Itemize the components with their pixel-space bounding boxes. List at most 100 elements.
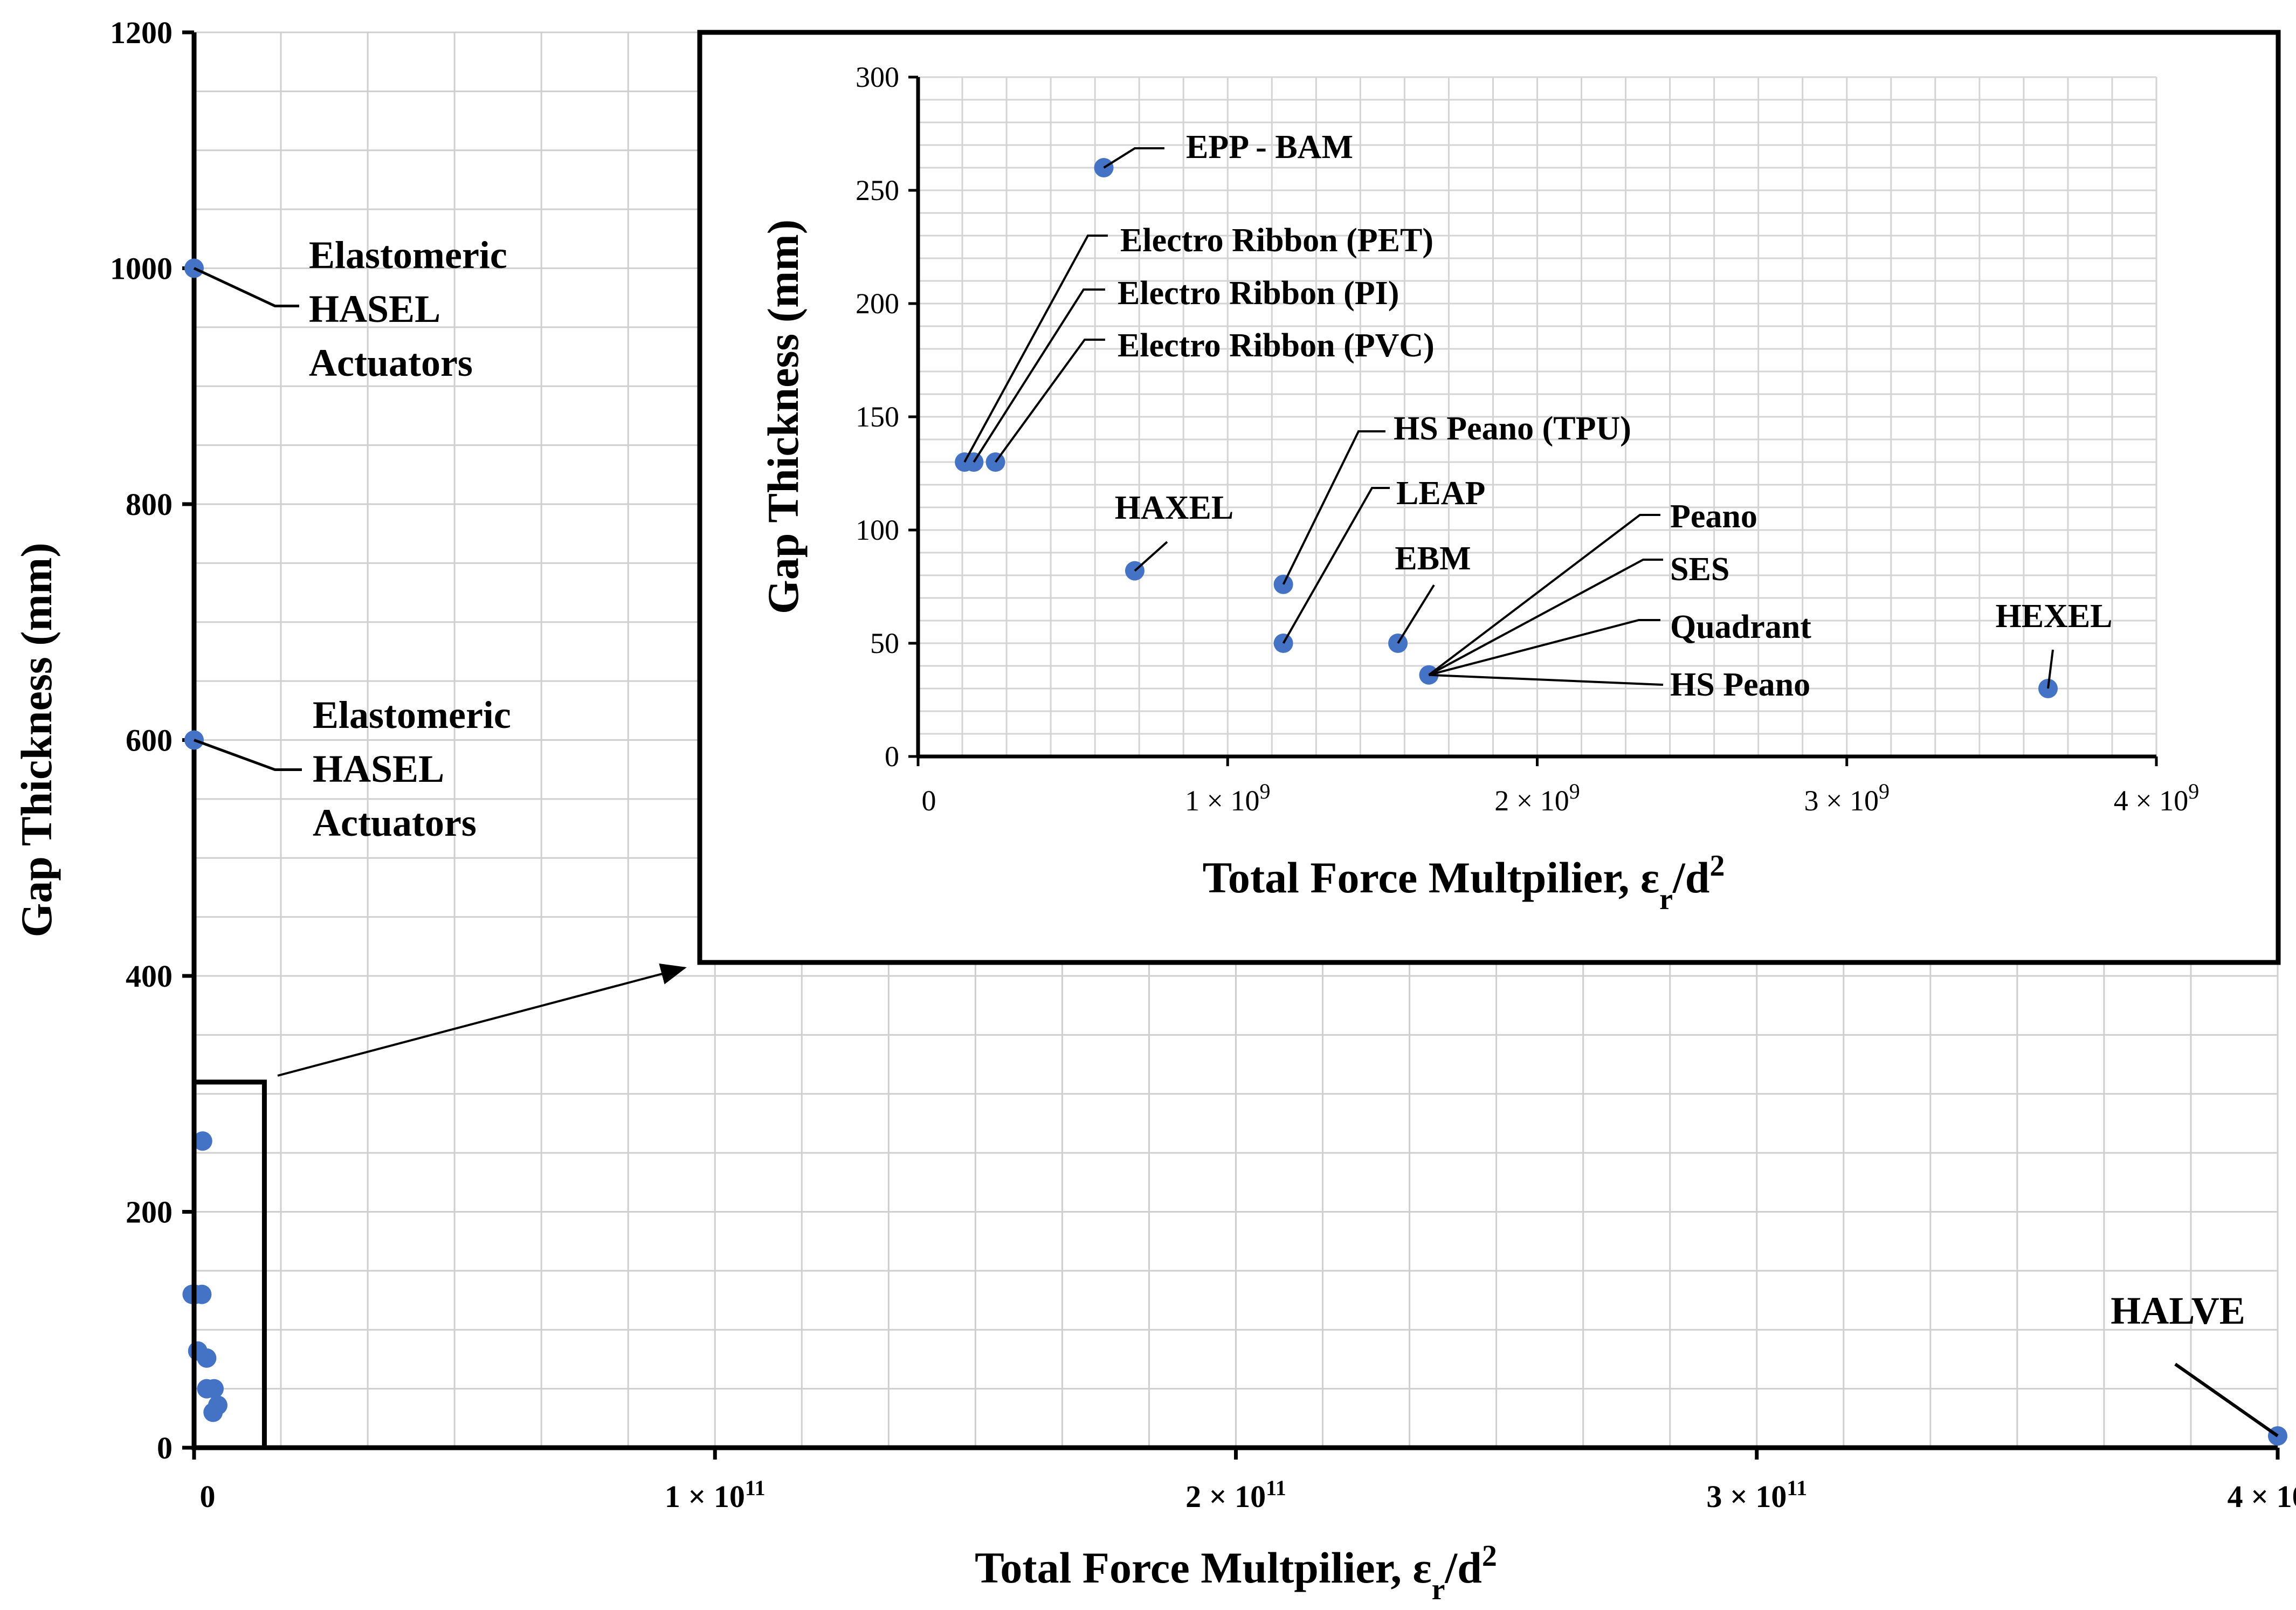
main-x-tick-label-exponent: 11 — [745, 1476, 766, 1500]
main-data-point — [192, 1284, 212, 1304]
inset-annotation-label: Electro Ribbon (PVC) — [1118, 327, 1435, 364]
inset-annotation-leader — [1282, 430, 1385, 585]
main-y-tick-label: 1000 — [110, 251, 173, 286]
zoom-arrow — [277, 963, 687, 1077]
annotation-leader-line — [2174, 1363, 2279, 1437]
inset-annotation-label: Peano — [1670, 498, 1757, 535]
inset-x-tick-label-mantissa: 1 × 10 — [1185, 785, 1259, 817]
inset-annotation-leader — [1429, 619, 1660, 676]
inset-x-tick-label: 4 × 109 — [2114, 779, 2199, 817]
main-x-tick-label-exponent: 11 — [1787, 1476, 1807, 1500]
main-x-tick-label-mantissa: 0 — [200, 1479, 216, 1514]
main-x-axis-title-sup: 2 — [1482, 1539, 1497, 1573]
inset-y-tick-label: 150 — [856, 401, 899, 433]
annotation-label-line: Actuators — [309, 341, 473, 384]
main-data-point — [192, 1131, 212, 1151]
annotation-label-line: HASEL — [309, 287, 440, 331]
main-data-point — [204, 1379, 224, 1399]
main-x-axis-title-main: Total Force Multpilier, ε — [975, 1543, 1431, 1592]
main-x-tick-label: 3 × 1011 — [1706, 1476, 1807, 1515]
inset-gridlines — [918, 76, 2157, 756]
inset-x-axis-title: Total Force Multpilier, εr/d2 — [1203, 849, 1725, 916]
annotation-label-line: Elastomeric — [313, 693, 511, 737]
main-x-tick-label-mantissa: 3 × 10 — [1706, 1479, 1787, 1514]
inset-annotation-label: Electro Ribbon (PET) — [1120, 222, 1433, 259]
inset-x-axis-title-mid: /d — [1672, 853, 1709, 902]
annotation-leader-line — [193, 267, 299, 307]
main-y-tick-label: 0 — [157, 1430, 173, 1465]
inset-annotation-leader — [973, 288, 1105, 463]
main-x-tick-label-mantissa: 1 × 10 — [665, 1479, 745, 1514]
main-x-axis-title-sub: r — [1432, 1573, 1445, 1606]
annotation-label: Elastomeric HASEL Actuators — [313, 693, 511, 844]
inset-annotation-leader — [1428, 514, 1660, 676]
main-x-tick-label: 4 × 1011 — [2228, 1476, 2296, 1515]
inset-y-tick-label: 300 — [856, 61, 899, 93]
main-x-tick-label: 1 × 1011 — [665, 1476, 766, 1515]
inset-x-tick-label-mantissa: 3 × 10 — [1804, 785, 1879, 817]
inset-annotation-label: EPP - BAM — [1186, 129, 1353, 166]
main-x-tick-label-mantissa: 2 × 10 — [1185, 1479, 1266, 1514]
annotation-label: Elastomeric HASEL Actuators — [309, 233, 507, 384]
annotation-label: HALVE — [2111, 1289, 2245, 1332]
zoom-box-rect — [191, 1079, 267, 1450]
zoom-callout — [191, 963, 687, 1450]
annotation-label-line: Elastomeric — [309, 233, 507, 277]
inset-y-tick-label: 200 — [856, 287, 899, 320]
inset-x-tick-label-mantissa: 4 × 10 — [2114, 785, 2188, 817]
main-data-point — [203, 1402, 223, 1422]
inset-x-tick-label-exponent: 9 — [2188, 779, 2199, 803]
inset-x-tick-label: 0 — [922, 785, 936, 817]
inset-x-tick-label-exponent: 9 — [1259, 779, 1270, 803]
inset-annotation-label: EBM — [1395, 540, 1471, 577]
inset-y-axis-title: Gap Thickness (mm) — [759, 219, 808, 614]
main-data-point — [197, 1348, 217, 1368]
annotation-label-line: Actuators — [313, 801, 477, 844]
inset-annotation-label: SES — [1670, 551, 1729, 588]
main-x-axis-title-mid: /d — [1444, 1543, 1481, 1592]
inset-annotation-label: HS Peano (TPU) — [1394, 410, 1631, 447]
main-x-axis-title: Total Force Multpilier, εr/d2 — [975, 1539, 1497, 1606]
inset-x-tick-label: 1 × 109 — [1185, 779, 1270, 817]
inset-x-axis-title-sup: 2 — [1709, 849, 1725, 883]
inset-annotation-label: HEXEL — [1995, 598, 2112, 635]
inset-x-tick-label-exponent: 9 — [1879, 779, 1890, 803]
inset-annotation-leader — [1282, 487, 1390, 644]
annotation-leader-line — [194, 739, 302, 771]
inset-x-tick-label: 2 × 109 — [1494, 779, 1580, 817]
inset-frame — [697, 30, 2281, 965]
inset-annotation-label: Quadrant — [1670, 609, 1811, 645]
inset-annotation-leader — [963, 235, 1108, 463]
inset-y-tick-label: 250 — [856, 174, 899, 207]
inset-x-tick-label-mantissa: 2 × 10 — [1494, 785, 1569, 817]
main-y-tick-label: 800 — [126, 487, 173, 522]
main-y-axis-title: Gap Thickness (mm) — [12, 542, 61, 937]
inset-x-tick-label: 3 × 109 — [1804, 779, 1890, 817]
inset-annotation-label: LEAP — [1396, 475, 1485, 512]
inset-annotation-leader — [1428, 559, 1663, 676]
main-x-tick-label-exponent: 11 — [1266, 1476, 1286, 1500]
inset-x-tick-label-exponent: 9 — [1569, 779, 1580, 803]
inset-annotation-leader — [994, 339, 1105, 463]
inset-annotation-leader — [1397, 584, 1435, 644]
inset-x-axis-title-sub: r — [1659, 883, 1673, 916]
inset-x-axis-title-main: Total Force Multpilier, ε — [1203, 853, 1659, 902]
inset-annotation-label: HAXEL — [1115, 490, 1233, 526]
inset-annotation-leader — [2047, 649, 2054, 689]
main-y-tick-label: 200 — [126, 1195, 173, 1230]
inset-annotation-leader — [1103, 147, 1164, 169]
inset-annotation-label: Electro Ribbon (PI) — [1118, 275, 1399, 312]
inset-x-tick-label-mantissa: 0 — [922, 785, 936, 817]
inset-y-tick-label: 100 — [856, 514, 899, 546]
main-y-tick-label: 1200 — [110, 15, 173, 50]
main-x-tick-label-mantissa: 4 × 10 — [2228, 1479, 2296, 1514]
inset-annotations: EPP - BAM Electro Ribbon (PET) Electro Rib… — [963, 129, 2113, 703]
main-x-tick-label: 2 × 1011 — [1185, 1476, 1286, 1515]
inset-annotation-label: HS Peano — [1670, 666, 1810, 703]
inset-annotation-leader — [1134, 541, 1168, 572]
main-x-tick-label: 0 — [200, 1479, 216, 1514]
inset-y-tick-label: 50 — [870, 627, 899, 659]
main-annotations: Elastomeric HASEL Actuators Elastomeric HASE… — [193, 233, 2279, 1437]
